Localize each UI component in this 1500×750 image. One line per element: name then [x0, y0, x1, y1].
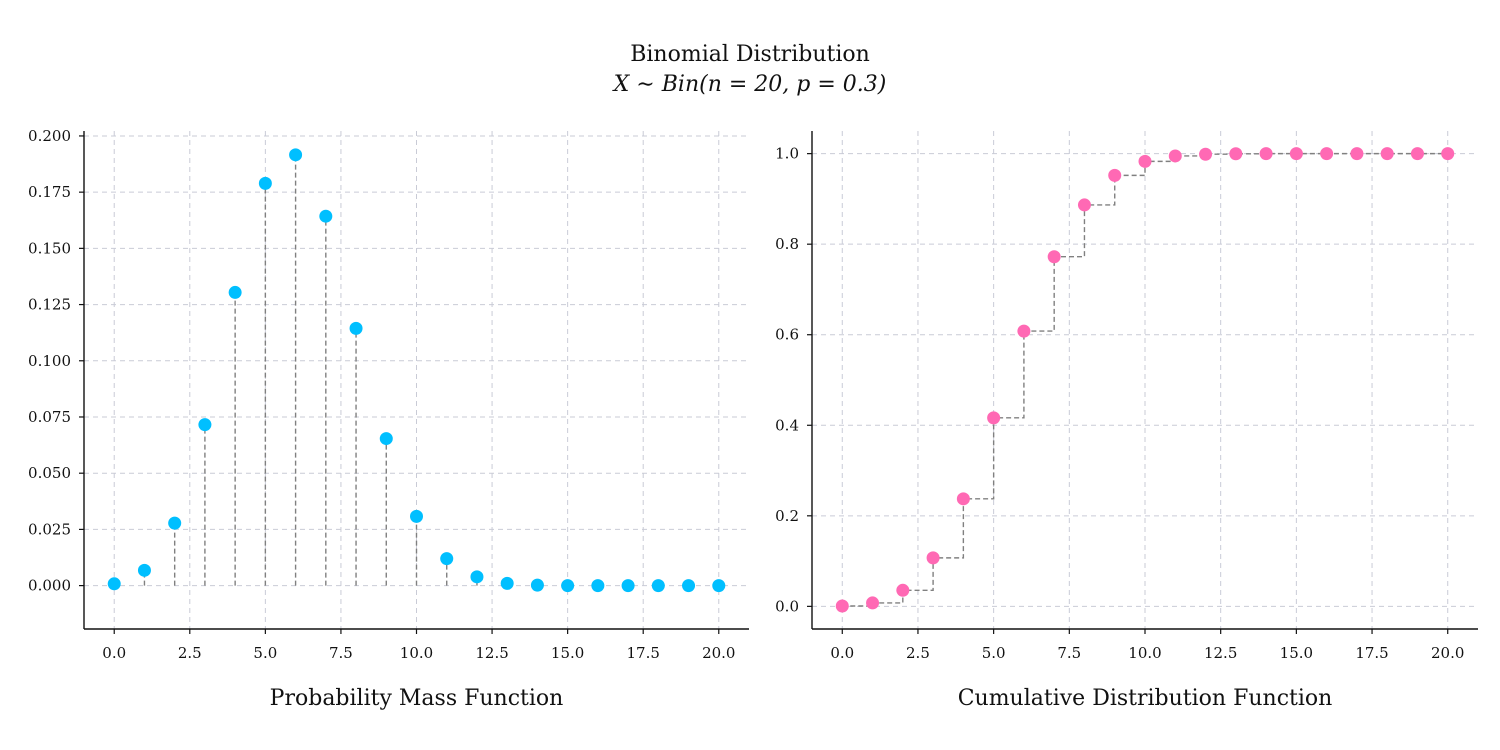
pmf-ytick-label: 0.150	[28, 239, 71, 257]
pmf-point	[440, 552, 454, 566]
pmf-point	[682, 579, 696, 593]
pmf-xtick-label: 20.0	[702, 644, 735, 662]
cdf-panel: 0.0 2.5 5.0 7.5 10.0 12.5 15.0 17.5 20.0 0.0 0.2 0.…	[775, 131, 1478, 711]
pmf-point	[228, 285, 242, 299]
pmf-panel: 0.0 2.5 5.0 7.5 10.0 12.5 15.0 17.5 20.0 0.000 0.0…	[28, 127, 749, 711]
pmf-ytick-label: 0.000	[28, 577, 71, 595]
pmf-ytick-label: 0.200	[28, 127, 71, 145]
pmf-xtick-label: 5.0	[253, 644, 277, 662]
pmf-point	[137, 563, 151, 577]
cdf-point	[1168, 149, 1182, 163]
cdf-xtick-label: 2.5	[906, 644, 930, 662]
pmf-point	[168, 516, 182, 530]
pmf-xlabel: Probability Mass Function	[270, 686, 564, 711]
pmf-point	[410, 509, 423, 523]
cdf-point	[1077, 198, 1091, 212]
cdf-ytick-label: 0.2	[775, 507, 799, 525]
cdf-point	[1380, 147, 1394, 161]
cdf-ytick-label: 0.0	[775, 597, 799, 615]
pmf-point	[651, 579, 665, 593]
cdf-ytick-label: 0.8	[775, 235, 799, 253]
pmf-xtick-label: 17.5	[627, 644, 660, 662]
cdf-xtick-label: 15.0	[1280, 644, 1313, 662]
cdf-xtick-label: 10.0	[1128, 644, 1161, 662]
cdf-xlabel: Cumulative Distribution Function	[958, 686, 1333, 711]
pmf-point	[561, 579, 575, 593]
pmf-ytick-label: 0.050	[28, 464, 71, 482]
pmf-ytick-label: 0.075	[28, 408, 71, 426]
cdf-xtick-label: 12.5	[1204, 644, 1237, 662]
cdf-xtick-label: 17.5	[1355, 644, 1388, 662]
cdf-point	[835, 599, 849, 613]
pmf-xtick-label: 2.5	[178, 644, 202, 662]
pmf-point	[591, 579, 605, 593]
pmf-point	[379, 432, 393, 446]
pmf-xtick-label: 0.0	[102, 644, 126, 662]
pmf-ytick-label: 0.025	[28, 520, 71, 538]
pmf-point	[712, 579, 726, 593]
figure-title-line1: Binomial Distribution	[630, 42, 870, 67]
pmf-point	[470, 570, 484, 584]
pmf-xtick-label: 12.5	[475, 644, 508, 662]
cdf-ytick-label: 0.6	[775, 326, 799, 344]
pmf-xtick-label: 15.0	[551, 644, 584, 662]
pmf-point	[289, 148, 303, 162]
cdf-point	[1410, 147, 1424, 161]
cdf-point	[896, 583, 910, 597]
pmf-point	[258, 176, 272, 190]
pmf-point	[319, 209, 333, 223]
cdf-xtick-label: 7.5	[1057, 644, 1081, 662]
cdf-xtick-label: 20.0	[1431, 644, 1464, 662]
cdf-point	[987, 411, 1001, 425]
figure-title-line2: X ∼ Bin(n = 20, p = 0.3)	[612, 72, 887, 97]
cdf-point	[1259, 147, 1273, 161]
cdf-point	[1229, 147, 1243, 161]
pmf-point	[349, 321, 363, 335]
pmf-point	[621, 579, 635, 593]
pmf-point	[530, 578, 544, 592]
cdf-point	[1138, 154, 1152, 168]
pmf-point	[107, 577, 121, 591]
cdf-point	[866, 596, 880, 610]
cdf-xtick-label: 0.0	[830, 644, 854, 662]
cdf-point	[926, 551, 940, 565]
pmf-ytick-label: 0.100	[28, 352, 71, 370]
cdf-point	[1108, 168, 1122, 182]
pmf-point	[500, 576, 514, 590]
cdf-point	[1289, 147, 1303, 161]
pmf-xtick-label: 7.5	[329, 644, 353, 662]
cdf-point	[1441, 147, 1455, 161]
pmf-ytick-label: 0.175	[28, 183, 71, 201]
cdf-step-line	[842, 152, 1448, 607]
cdf-ytick-label: 0.4	[775, 416, 799, 434]
cdf-point	[1320, 147, 1334, 161]
cdf-point	[1350, 147, 1364, 161]
cdf-point	[956, 492, 970, 506]
cdf-ytick-label: 1.0	[775, 145, 799, 163]
pmf-ytick-label: 0.125	[28, 296, 71, 314]
cdf-point	[1199, 147, 1213, 161]
pmf-point	[198, 418, 212, 432]
cdf-point	[1047, 250, 1061, 264]
cdf-xtick-label: 5.0	[982, 644, 1006, 662]
cdf-point	[1017, 324, 1031, 338]
pmf-xtick-label: 10.0	[400, 644, 433, 662]
